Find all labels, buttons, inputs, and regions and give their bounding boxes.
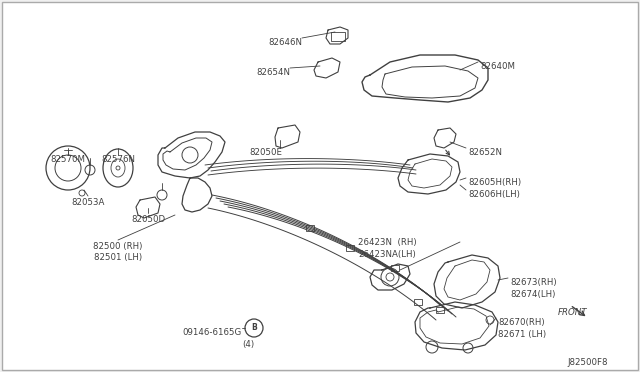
Text: B: B	[251, 324, 257, 333]
Text: 82646N: 82646N	[268, 38, 302, 47]
Text: 82654N: 82654N	[256, 68, 290, 77]
Text: 26423N  (RH): 26423N (RH)	[358, 238, 417, 247]
Text: 82050D: 82050D	[131, 215, 165, 224]
Text: 82570M: 82570M	[51, 155, 86, 164]
Text: FRONT: FRONT	[558, 308, 588, 317]
Text: 82053A: 82053A	[71, 198, 105, 207]
Text: 82674(LH): 82674(LH)	[510, 290, 556, 299]
Text: 82576N: 82576N	[101, 155, 135, 164]
Text: 82670(RH): 82670(RH)	[498, 318, 545, 327]
Text: 82605H(RH): 82605H(RH)	[468, 178, 521, 187]
Text: 82673(RH): 82673(RH)	[510, 278, 557, 287]
Text: 26423NA(LH): 26423NA(LH)	[358, 250, 416, 259]
Text: 82671 (LH): 82671 (LH)	[498, 330, 546, 339]
Text: (4): (4)	[242, 340, 254, 349]
Text: 82652N: 82652N	[468, 148, 502, 157]
Text: 82050E: 82050E	[249, 148, 282, 157]
Text: 82640M: 82640M	[480, 62, 515, 71]
Text: J82500F8: J82500F8	[568, 358, 608, 367]
Text: 82500 (RH): 82500 (RH)	[93, 242, 143, 251]
Text: 82501 (LH): 82501 (LH)	[94, 253, 142, 262]
Text: 82606H(LH): 82606H(LH)	[468, 190, 520, 199]
Text: 09146-6165G: 09146-6165G	[183, 328, 242, 337]
